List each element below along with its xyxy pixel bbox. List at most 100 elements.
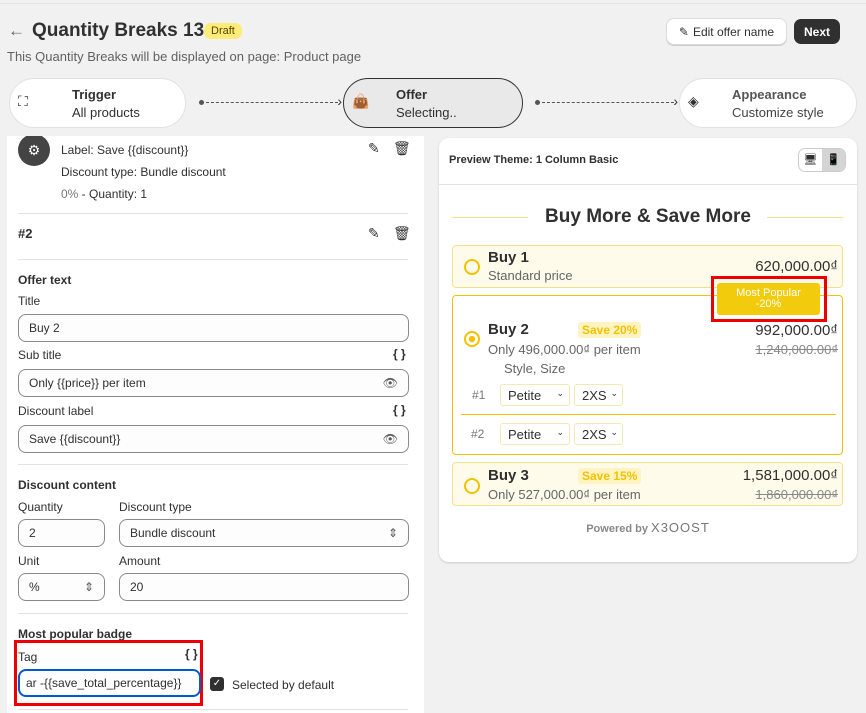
tag-input[interactable]: ar -{{save_total_percentage}} (18, 669, 201, 697)
top-bar (0, 0, 866, 4)
size-value: 2XS (582, 388, 607, 403)
discount-label-value: Save {{discount}} (29, 432, 121, 446)
trash-icon[interactable]: 🗑 (393, 225, 411, 241)
divider (18, 709, 408, 710)
offer-row-buy-1[interactable]: Buy 1 Standard price 620,000.00₫ (452, 245, 843, 288)
discount-type-value: Bundle discount (130, 526, 216, 540)
preview-header: Preview Theme: 1 Column Basic (449, 154, 619, 166)
variant-divider (461, 414, 836, 415)
tag-label: Tag (18, 650, 38, 664)
title-label: Title (18, 294, 41, 308)
tier-quantity: - Quantity: 1 (78, 187, 148, 201)
quantity-label: Quantity (18, 500, 63, 514)
preview-title: Buy More & Save More (545, 206, 751, 227)
row-price: 992,000.00₫ (755, 322, 838, 339)
size-select[interactable]: 2XS ⌄ (574, 423, 623, 445)
variables-icon[interactable]: { } (185, 647, 198, 661)
most-popular-badge: Most Popular -20% (717, 283, 820, 315)
discount-icon: ⚙ (18, 136, 50, 166)
divider (18, 464, 408, 465)
radio-selected[interactable] (464, 331, 480, 347)
eye-icon[interactable]: 👁 (382, 376, 398, 390)
amount-input[interactable]: 20 (119, 573, 409, 601)
variables-icon[interactable]: { } (393, 403, 406, 417)
title-input[interactable]: Buy 2 (18, 314, 409, 342)
radio[interactable] (464, 478, 480, 494)
discount-label-input[interactable]: Save {{discount}} 👁 (18, 425, 409, 453)
row-sub: Standard price (488, 268, 573, 283)
row-title: Buy 2 (488, 321, 529, 338)
row-old-price: 1,240,000.00₫ (755, 342, 838, 357)
step-sub: All products (72, 105, 140, 120)
amount-label: Amount (119, 554, 161, 568)
discount-type-label: Discount type (119, 500, 192, 514)
variant-number: #2 (471, 427, 485, 441)
back-arrow-icon[interactable]: ← (8, 21, 25, 40)
variant-label: Style, Size (504, 361, 566, 376)
status-badge: Draft (204, 23, 242, 39)
style-select[interactable]: Petite ⌄ (500, 384, 570, 406)
step-connector (199, 93, 342, 109)
subtitle-label: Sub title (18, 348, 62, 362)
tier-type: Discount type: Bundle discount (61, 165, 226, 179)
save-badge: Save 15% (578, 468, 642, 484)
divider (18, 613, 408, 614)
unit-select[interactable]: % ⇕ (18, 573, 105, 601)
step-title: Trigger (72, 87, 117, 102)
row-sub: Only 527,000.00₫ per item (488, 487, 641, 502)
step-appearance[interactable]: ◈ Appearance Customize style (679, 78, 857, 128)
tier-heading: #2 (18, 226, 33, 241)
tier-percent: 0% (61, 187, 79, 201)
pencil-icon[interactable]: ✎ (368, 140, 380, 156)
edit-label: Edit offer name (692, 24, 775, 39)
subtitle-value: Only {{price}} per item (29, 376, 146, 390)
variables-icon[interactable]: { } (393, 347, 406, 361)
row-title: Buy 3 (488, 467, 529, 484)
trash-icon[interactable]: 🗑 (393, 140, 411, 156)
row-price: 620,000.00₫ (755, 258, 838, 275)
device-toggle: 🖥 📱 (798, 148, 846, 172)
tier-label: Label: Save {{discount}} (61, 143, 189, 157)
powered-by: Powered by X3OOST (439, 520, 857, 535)
pencil-icon[interactable]: ✎ (368, 225, 380, 241)
page-title: Quantity Breaks 13 (32, 20, 205, 41)
eye-icon[interactable]: 👁 (382, 432, 398, 446)
quantity-input[interactable]: 2 (18, 519, 105, 547)
step-trigger[interactable]: ⛶ Trigger All products (9, 78, 186, 128)
select-arrows-icon: ⇕ (83, 580, 94, 594)
pencil-icon: ✎ (678, 24, 689, 39)
radio[interactable] (464, 259, 480, 275)
style-value: Petite (508, 388, 542, 403)
variant-number: #1 (472, 388, 486, 402)
divider (18, 259, 408, 260)
select-arrows-icon: ⇕ (387, 526, 398, 540)
size-select[interactable]: 2XS ⌄ (574, 384, 623, 406)
size-value: 2XS (582, 427, 607, 442)
highlight-box (14, 640, 203, 706)
shopping-bag-icon: 👜 (352, 93, 370, 109)
step-offer[interactable]: 👜 Offer Selecting.. (343, 78, 523, 128)
desktop-icon[interactable]: 🖥 (803, 154, 818, 166)
offer-row-buy-3[interactable]: Buy 3 Save 15% Only 527,000.00₫ per item… (452, 462, 843, 506)
step-title: Offer (396, 87, 428, 102)
discount-type-select[interactable]: Bundle discount ⇕ (119, 519, 409, 547)
section-heading: Discount content (18, 478, 116, 492)
section-heading: Offer text (18, 273, 72, 287)
sitemap-icon: ⛶ (18, 93, 28, 109)
divider (439, 184, 857, 185)
style-select[interactable]: Petite ⌄ (500, 423, 570, 445)
style-value: Petite (508, 427, 542, 442)
step-sub: Customize style (732, 105, 824, 120)
row-sub: Only 496,000.00₫ per item (488, 342, 641, 357)
step-sub: Selecting.. (396, 105, 457, 120)
title-line (452, 217, 528, 218)
title-line (767, 217, 843, 218)
selected-default-checkbox[interactable]: ✓ (210, 677, 224, 691)
chevron-down-icon: ⌄ (556, 388, 564, 398)
mobile-icon[interactable]: 📱 (822, 149, 845, 171)
next-button[interactable]: Next (794, 19, 840, 44)
chevron-down-icon: ⌄ (610, 427, 618, 437)
subtitle-input[interactable]: Only {{price}} per item 👁 (18, 369, 409, 397)
edit-offer-name-button[interactable]: ✎ Edit offer name (666, 18, 787, 45)
chevron-down-icon: ⌄ (556, 427, 564, 437)
